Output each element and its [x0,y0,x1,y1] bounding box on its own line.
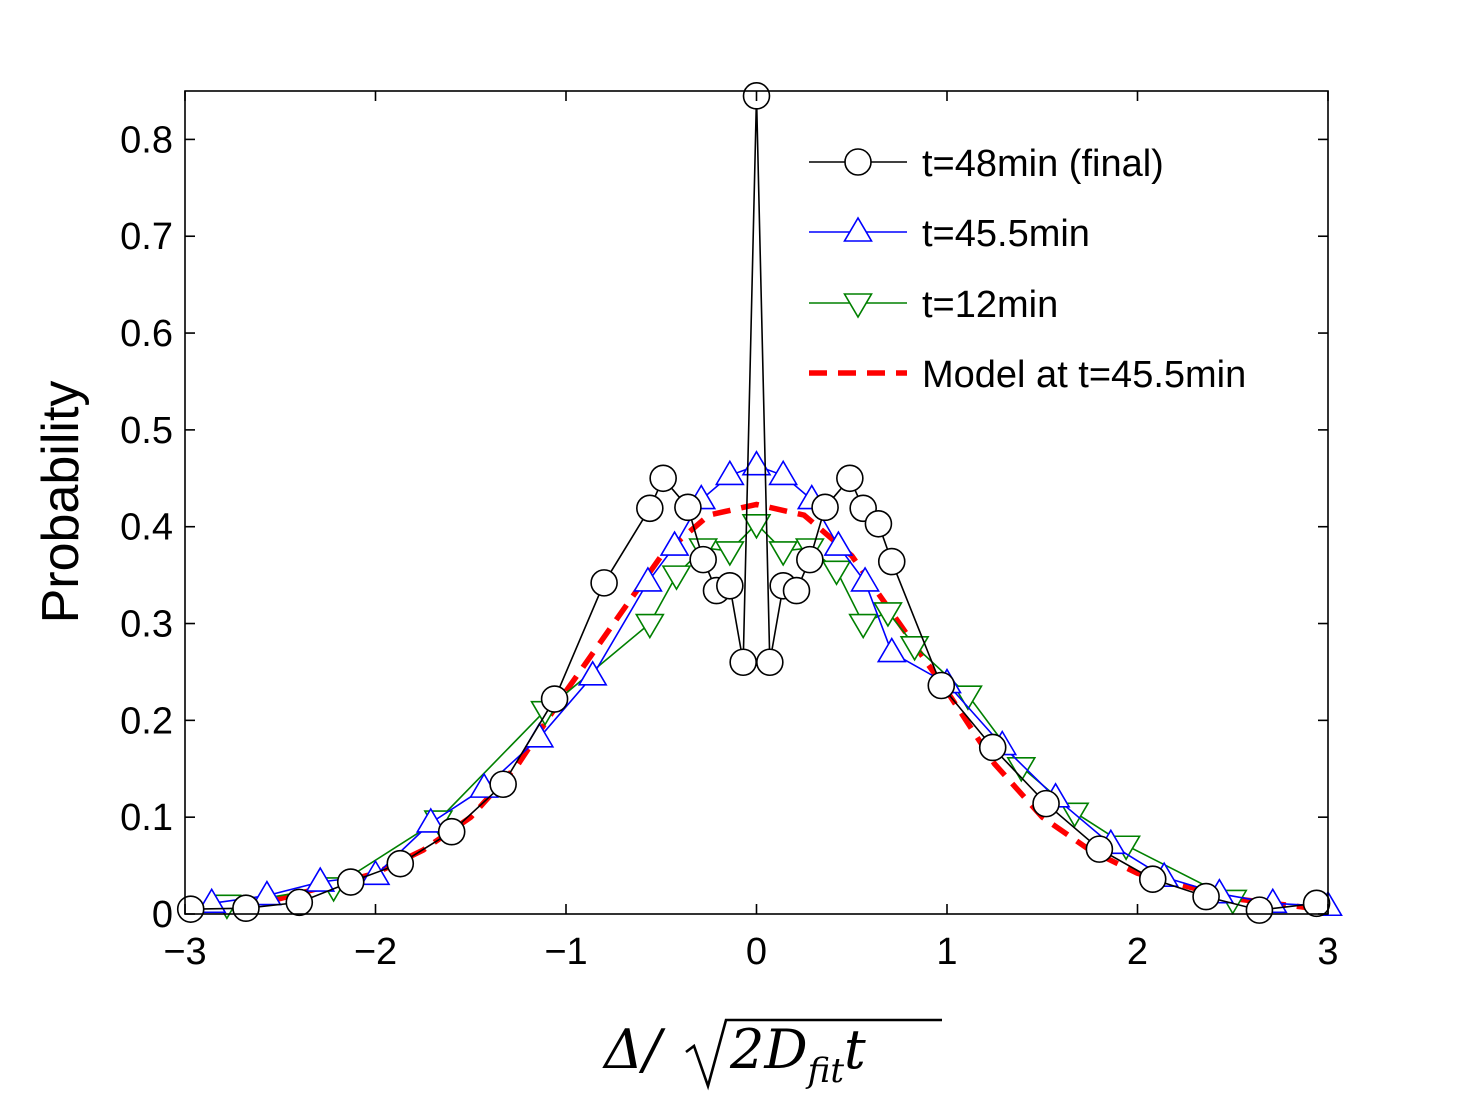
svg-text:2Dfitt: 2Dfitt [729,1018,866,1091]
x-axis-label-delta: Δ/ [602,1018,666,1081]
x-tick-label: 3 [1317,931,1338,973]
y-tick-label: 0.4 [120,507,173,549]
data-point [978,733,1007,762]
data-point [782,576,811,605]
data-point [674,493,702,522]
data-point [876,636,907,663]
sqrt-sign [685,1018,942,1091]
y-tick-label: 0.5 [120,410,173,452]
data-point [714,541,745,567]
data-point [196,887,227,914]
x-axis-label-sub: fit [805,1051,845,1091]
y-tick-label: 0 [152,894,173,936]
data-point [305,866,336,892]
data-point [415,807,446,833]
data-point [768,541,799,567]
legend: t=48min (final) t=45.5min t=12min Model at … [809,143,1246,396]
data-point [811,493,839,522]
legend-entry-3: Model at t=45.5min [809,354,1246,396]
x-tick-label: 2 [1127,931,1148,973]
y-axis-label: Probability [32,381,90,624]
data-point [821,560,852,586]
data-point [741,450,772,476]
x-tick-label: −3 [163,931,206,973]
data-point [689,545,717,574]
data-point [768,459,799,486]
x-tick-label: −2 [354,931,397,973]
data-point [661,565,692,591]
data-point [634,613,665,640]
data-point [714,459,745,486]
data-point [649,464,677,493]
data-point [1032,789,1060,818]
data-point [953,685,983,711]
data-point [796,545,824,574]
svg-text:Δ/: Δ/ [602,1018,666,1081]
data-point [1245,896,1274,924]
data-point [437,817,466,846]
legend-label: t=12min [922,284,1058,326]
data-point [877,547,906,576]
x-tick-label: −1 [544,931,587,973]
data-point [1138,865,1167,893]
tick-layer: −3 −2 −1 0 1 2 3 0 0.1 0.2 0.3 0.4 0.5 0.6 0.7 0.8 [120,91,1339,973]
legend-marker [843,293,873,319]
legend-entry-1: t=45.5min [809,213,1090,255]
y-tick-label: 0.1 [120,797,173,839]
x-tick-label: 1 [936,931,957,973]
y-tick-label: 0.6 [120,313,173,355]
data-point [1192,882,1220,911]
data-point [336,868,365,896]
x-axis-label: Δ/ 2Dfitt [602,1018,942,1091]
data-point [899,635,930,662]
data-point [927,671,956,700]
legend-marker [844,148,872,176]
y-tick-label: 0.3 [120,604,173,646]
data-point [1085,835,1114,863]
data-point [590,569,618,597]
x-axis-label-2d: 2D [729,1018,808,1081]
y-tick-label: 0.7 [120,216,173,258]
legend-entry-2: t=12min [809,284,1058,326]
data-point [577,660,608,686]
data-point [176,895,205,923]
x-tick-label: 0 [746,931,767,973]
legend-entry-0: t=48min (final) [809,143,1164,185]
legend-marker [843,216,873,242]
data-point [252,880,282,906]
data-point [823,530,854,556]
data-point [756,648,784,677]
data-point [729,648,757,677]
data-point [836,464,864,493]
legend-label: Model at t=45.5min [922,354,1246,396]
data-point [386,849,415,878]
data-point [659,530,690,556]
data-point [873,602,903,628]
data-point [716,571,744,600]
y-tick-label: 0.2 [120,700,173,742]
data-point [848,613,879,640]
series-line [190,95,1317,911]
data-point [633,566,663,592]
data-point [232,894,260,922]
data-point [850,566,880,592]
data-point [489,770,517,799]
data-point [540,685,569,713]
data-point [1302,889,1331,918]
y-tick-label: 0.8 [120,119,173,161]
data-point [285,888,314,917]
x-axis-label-t: t [844,1018,866,1081]
legend-label: t=48min (final) [922,143,1164,185]
legend-label: t=45.5min [922,213,1090,255]
data-point [741,514,772,540]
data-point [864,510,893,538]
data-point [636,494,664,523]
